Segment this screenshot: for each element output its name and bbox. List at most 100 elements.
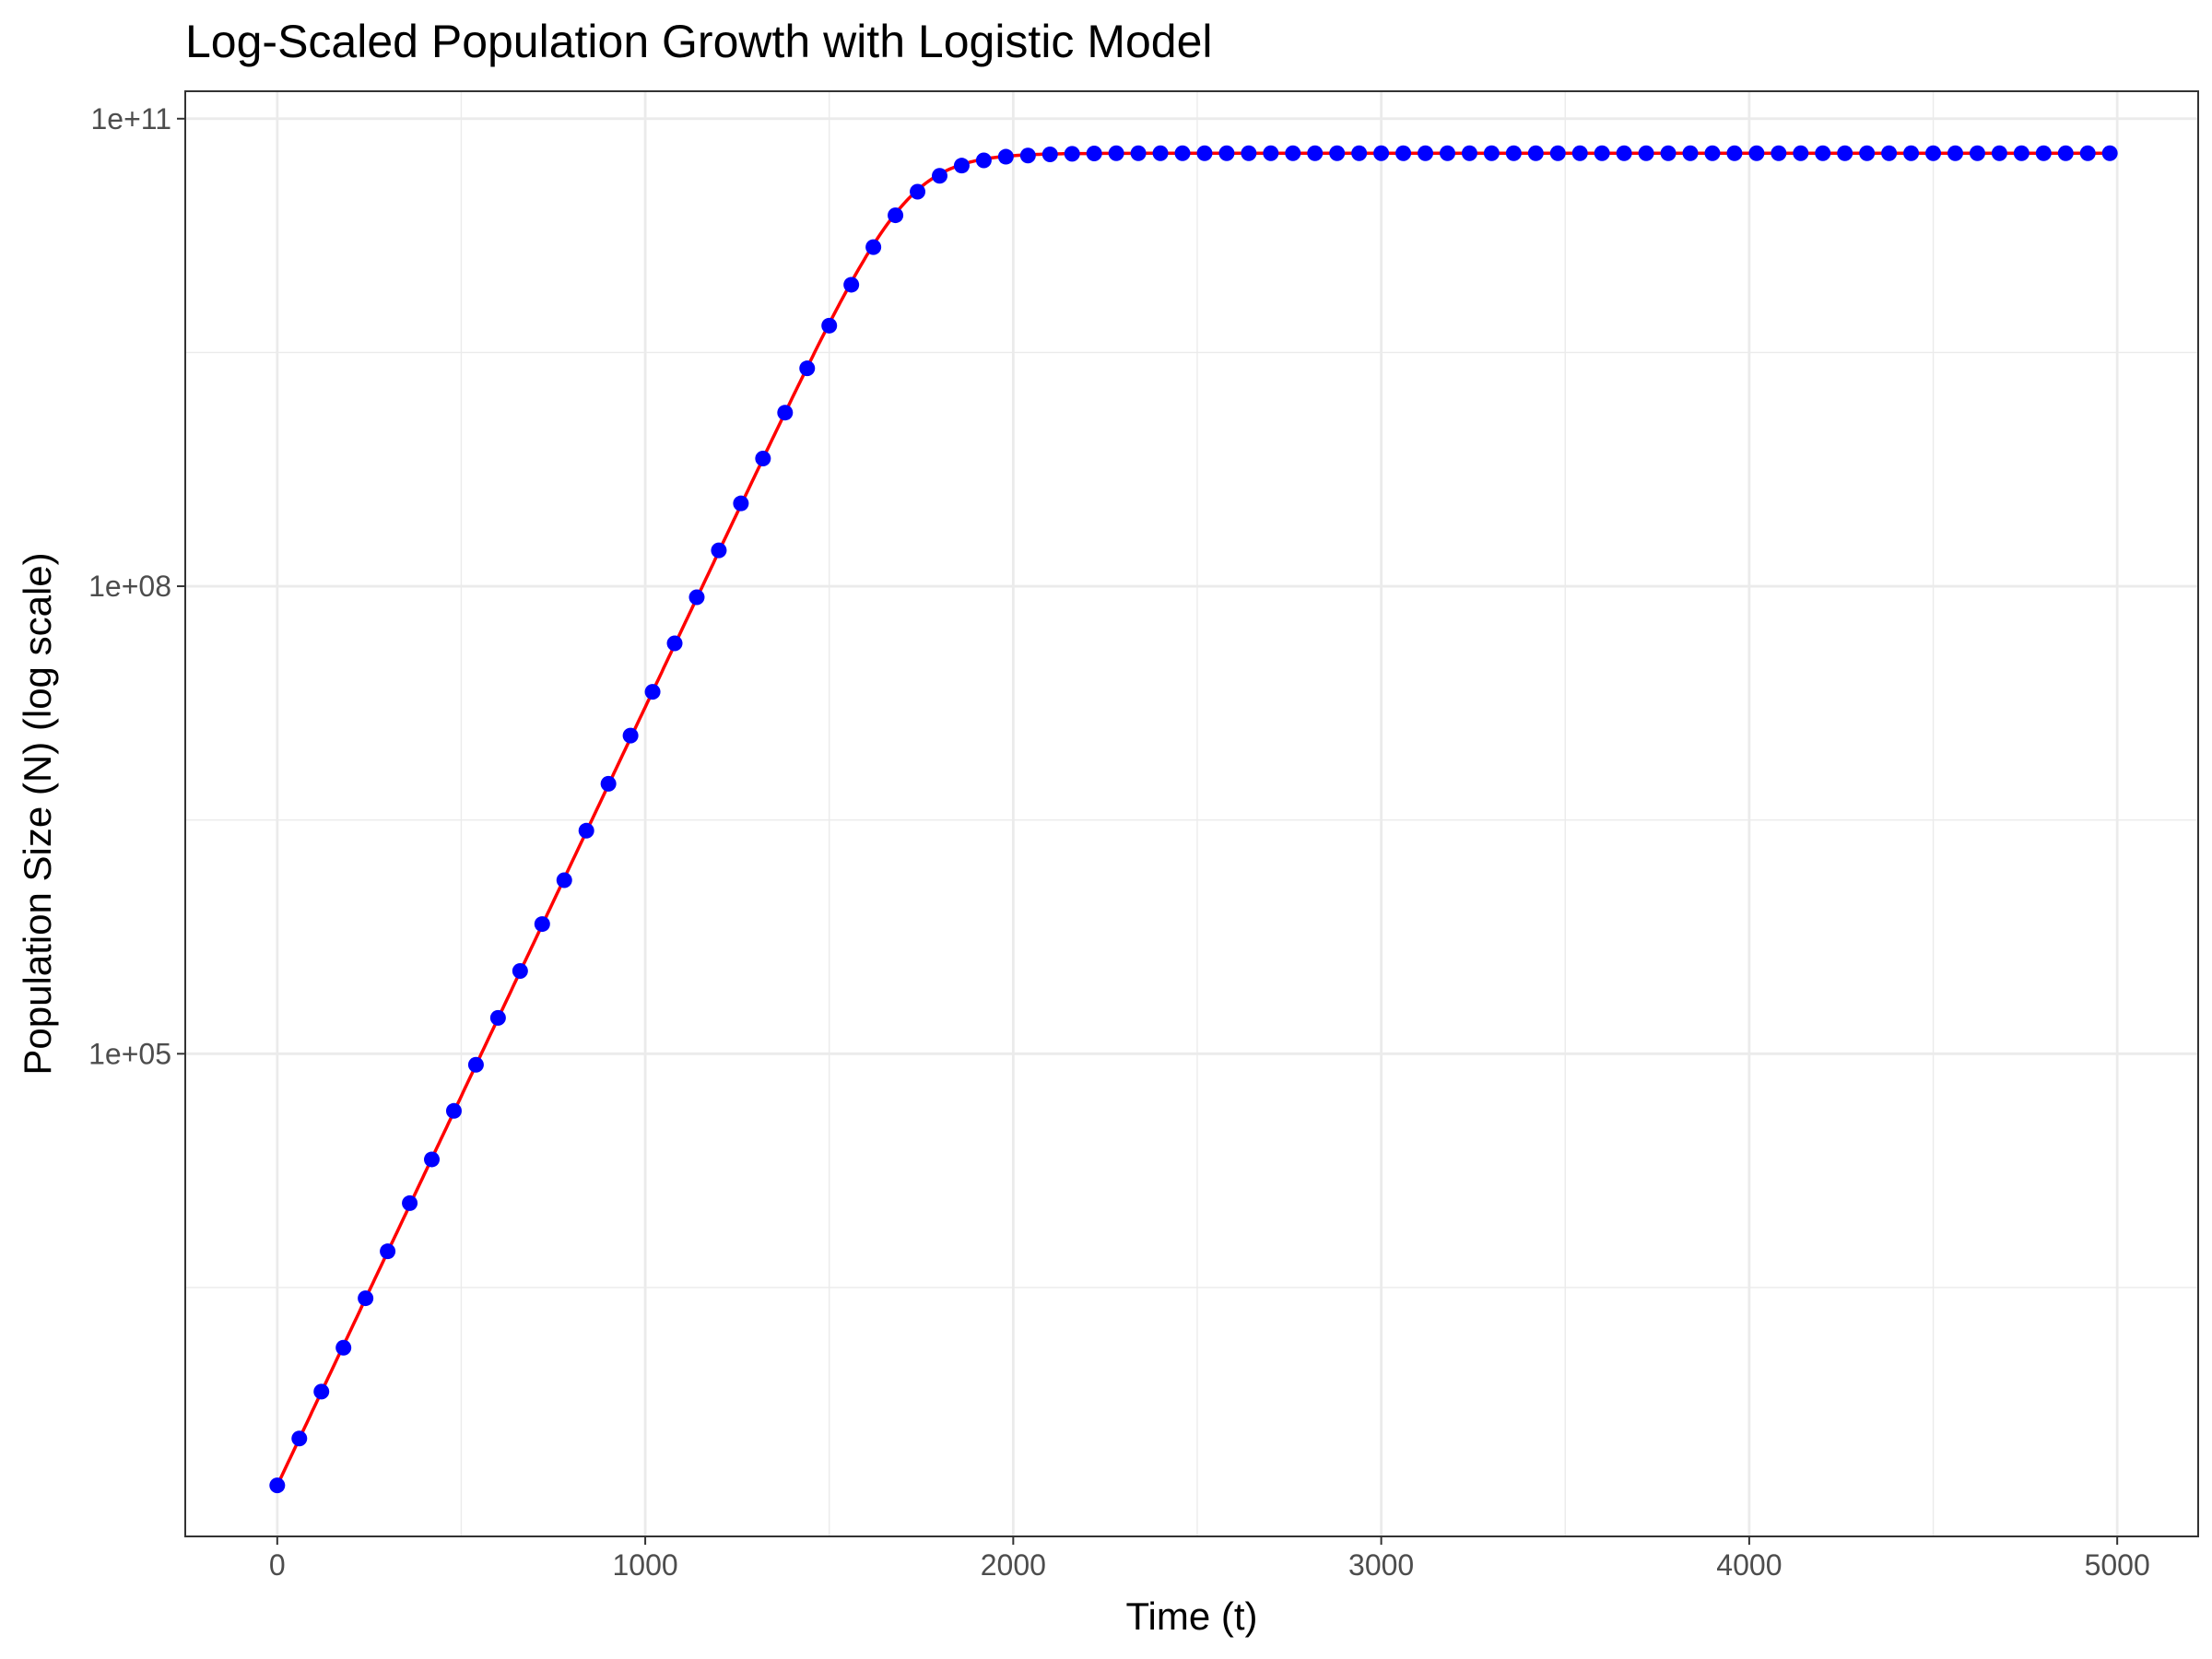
point-layer [269,145,2118,1494]
data-point [1616,145,1632,161]
data-point [358,1290,374,1307]
data-point [1771,145,1787,161]
data-point [622,727,639,744]
data-point [1859,145,1876,161]
data-point [1704,145,1721,161]
data-point [1461,145,1477,161]
data-point [1373,145,1390,161]
data-point [910,183,926,200]
data-point [1991,145,2007,161]
data-point [556,872,572,888]
data-point [1748,145,1765,161]
data-point [975,152,992,169]
data-point [1527,145,1544,161]
data-point [1351,145,1368,161]
data-point [733,495,749,512]
data-point [1108,145,1124,161]
data-point [1726,145,1743,161]
data-point [777,405,794,421]
data-point [424,1151,441,1168]
data-point [269,1477,286,1494]
data-point [865,239,882,255]
data-point [1483,145,1500,161]
data-point [688,589,705,606]
data-point [1903,145,1920,161]
data-point [1418,145,1434,161]
plot-border [184,90,2199,1537]
data-point [1041,147,1058,163]
data-point [291,1430,308,1447]
data-point [1549,145,1566,161]
data-point [1218,145,1235,161]
data-point [489,1009,506,1026]
data-point [821,317,838,334]
data-point [335,1339,352,1356]
data-point [1196,145,1213,161]
data-point [799,360,816,377]
data-point [600,775,617,792]
data-point [1395,145,1412,161]
data-point [1571,145,1588,161]
data-point [445,1102,462,1119]
data-point [1837,145,1853,161]
data-point [1307,145,1324,161]
data-point [1969,145,1985,161]
data-point [1594,145,1610,161]
y-tick-label: 1e+11 [91,102,172,135]
data-point [953,158,970,174]
data-point [1925,145,1942,161]
data-point [1019,147,1036,164]
data-point [467,1056,484,1073]
data-point [1682,145,1699,161]
data-point [666,635,683,652]
data-point [1152,145,1169,161]
data-point [1881,145,1898,161]
data-point [1638,145,1654,161]
y-tick-label: 1e+08 [88,570,171,603]
data-point [1439,145,1455,161]
data-point [402,1194,418,1211]
data-point [843,276,860,293]
data-point [1505,145,1522,161]
data-point [997,148,1014,165]
data-point [2079,145,2096,161]
x-tick-label: 5000 [2085,1548,2150,1582]
data-point [2035,145,2052,161]
grid-layer [185,91,2198,1536]
data-point [2013,145,2030,161]
data-point [644,684,661,700]
x-tick-label: 0 [269,1548,286,1582]
data-point [932,168,948,184]
x-axis-title: Time (t) [1125,1594,1257,1638]
data-point [1241,145,1257,161]
data-point [1130,145,1147,161]
data-point [380,1243,396,1260]
data-point [2057,145,2074,161]
data-point [2101,145,2118,161]
data-point [1174,145,1191,161]
data-point [1285,145,1301,161]
data-point [1947,145,1963,161]
tick-layer: 0 1000 2000 3000 4000 5000 1e+05 1e+08 1e+11 [88,102,2150,1582]
data-point [534,916,550,933]
x-tick-label: 2000 [981,1548,1046,1582]
chart-title: Log-Scaled Population Growth with Logist… [185,16,1213,67]
data-point [578,822,594,839]
x-tick-label: 1000 [612,1548,677,1582]
x-tick-label: 4000 [1716,1548,1782,1582]
data-point [1793,145,1809,161]
data-point [755,450,771,466]
data-point [1660,145,1677,161]
data-point [1815,145,1831,161]
data-point [1064,146,1080,162]
data-point [313,1383,330,1400]
y-tick-label: 1e+05 [88,1037,171,1070]
data-point [888,207,904,224]
data-point [512,962,528,979]
data-point [1329,145,1346,161]
x-tick-label: 3000 [1348,1548,1414,1582]
plot-panel [185,91,2198,1536]
data-point [1263,145,1279,161]
